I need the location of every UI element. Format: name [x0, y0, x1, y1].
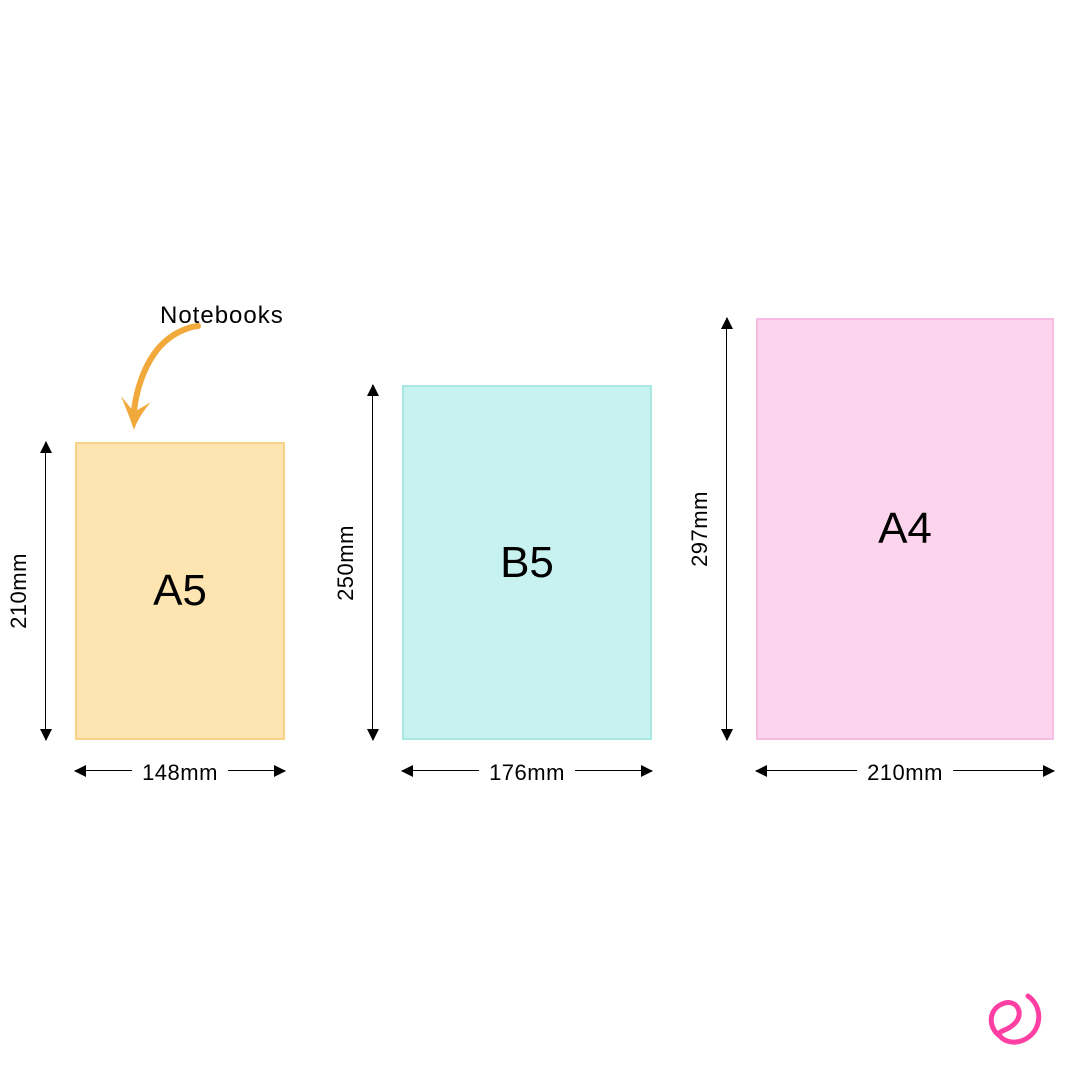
- dim-label-width-b5: 176mm: [479, 760, 575, 786]
- paper-b5: B5: [402, 385, 652, 740]
- brand-logo-icon: [974, 978, 1052, 1056]
- paper-a5: A5: [75, 442, 285, 740]
- paper-a4: A4: [756, 318, 1054, 740]
- dim-label-height-a5: 210mm: [6, 553, 32, 629]
- diagram-stage: Notebooks A5210mm148mmB5250mm176mmA4297m…: [0, 0, 1080, 1080]
- paper-label-a4: A4: [878, 504, 932, 554]
- dim-label-height-a4: 297mm: [687, 491, 713, 567]
- annotation-arrow: [112, 320, 232, 440]
- paper-label-b5: B5: [500, 538, 554, 588]
- dim-arrow-height-b5: [372, 385, 373, 740]
- dim-label-width-a5: 148mm: [132, 760, 228, 786]
- paper-label-a5: A5: [153, 566, 207, 616]
- dim-label-height-b5: 250mm: [333, 525, 359, 601]
- dim-label-width-a4: 210mm: [857, 760, 953, 786]
- dim-arrow-height-a4: [726, 318, 727, 740]
- dim-arrow-height-a5: [45, 442, 46, 740]
